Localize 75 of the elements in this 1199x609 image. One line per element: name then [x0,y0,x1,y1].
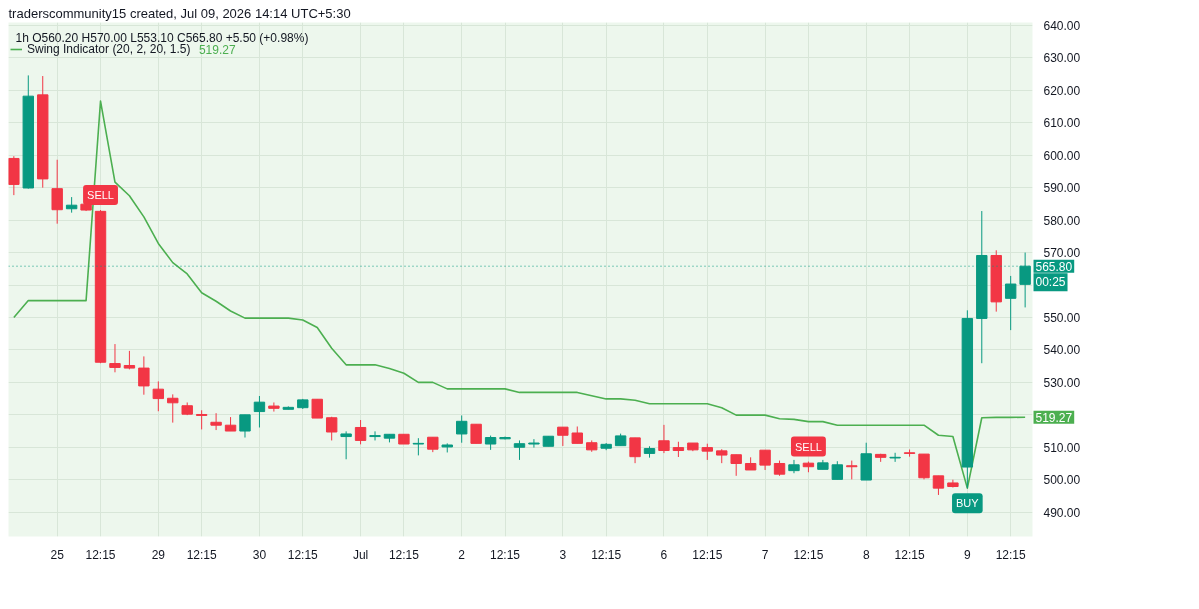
x-tick-label: 29 [151,547,166,562]
legend-label: Swing Indicator (20, 2, 20, 1.5) [27,42,191,56]
candlestick [629,437,641,464]
candlestick [152,380,165,412]
annotation: SELL [87,189,114,202]
candlestick [210,412,222,431]
candlestick [311,398,323,419]
x-tick-label: 12:15 [186,547,217,562]
candlestick [369,430,381,441]
y-tick-label: 590.00 [1043,181,1081,196]
candlestick [932,475,945,496]
candlestick [557,426,569,447]
x-tick-label: 30 [252,547,267,562]
x-tick-label: 12:15 [995,547,1027,562]
text: 00:25 [1035,275,1066,290]
x-tick-label: 12:15 [287,547,319,562]
y-tick-label: 570.00 [1043,246,1081,261]
candlestick [759,449,771,471]
x-tick-label: 12:15 [388,547,420,562]
line-series [13,100,1026,489]
x-tick-label: 12:15 [793,547,824,562]
candlestick [268,401,280,413]
candlestick [456,414,468,444]
x-tick-label: 25 [50,547,65,562]
candlestick [788,459,800,474]
x-tick-label: 7 [761,547,769,562]
candlestick [239,414,251,439]
annotation: SELL [794,440,822,453]
x-tick-label: 12:15 [85,547,116,562]
y-tick-label: 630.00 [1043,51,1081,66]
candlestick [528,438,540,449]
candlestick [470,423,482,444]
candlestick [918,453,930,480]
candlestick [167,393,179,424]
x-tick-label: 3 [559,547,567,562]
text: 1h O560.20 H570.00 L553.10 C565.80 +5.50 (+0.98%) [15,30,309,45]
x-tick-label: Jul [352,547,369,562]
y-tick-label: 550.00 [1043,310,1081,325]
x-tick-label: 2 [458,547,466,562]
data-label: 519.27 [1035,410,1073,425]
y-tick-label: 580.00 [1043,213,1081,228]
candlestick [846,460,858,480]
candlestick [253,395,266,428]
y-tick-label: 600.00 [1043,148,1081,163]
y-tick-label: 620.00 [1043,83,1081,98]
candlestick [513,439,526,461]
x-tick-label: 12:15 [591,547,622,562]
x-tick-label: 12:15 [490,547,521,562]
candlestick [831,460,844,480]
y-tick-label: 500.00 [1043,473,1081,488]
x-tick-label: 8 [862,547,870,562]
candlestick [51,159,63,225]
y-tick-label: 540.00 [1043,343,1081,358]
candlestick [195,409,208,430]
candlestick [138,355,150,396]
annotation: BUY [956,497,980,510]
x-tick-label: 9 [964,547,972,562]
ref-line-label: 565.80 [1035,259,1073,274]
candlestick [354,419,367,445]
y-tick-label: 490.00 [1043,505,1081,520]
candlestick [730,454,742,477]
y-tick-label: 610.00 [1043,116,1081,131]
y-tick-label: 510.00 [1043,440,1081,455]
candlestick [889,452,901,463]
candlestick [1004,275,1017,331]
chart-title: traderscommunity15 created, Jul 09, 2026 14:14 UTC+5:30 [8,6,351,21]
y-tick-label: 530.00 [1043,375,1081,390]
candlestick [109,343,121,373]
x-tick-label: 12:15 [692,547,723,562]
y-tick-label: 640.00 [1043,18,1081,33]
candlestick [340,430,352,460]
candlestick [658,424,670,454]
x-tick-label: 6 [660,547,668,562]
x-tick-label: 12:15 [894,547,925,562]
text: 519.27 [198,43,236,57]
